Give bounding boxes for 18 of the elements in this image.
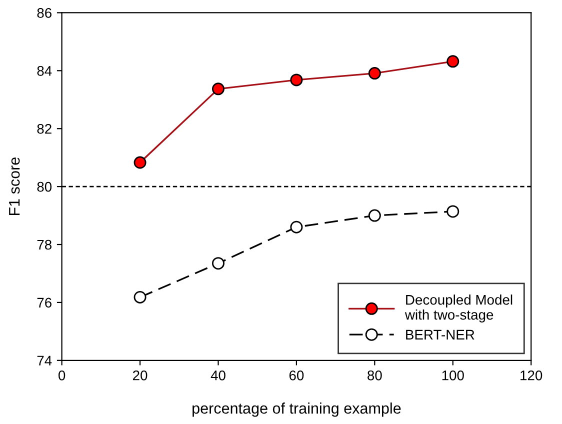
legend-label: BERT-NER: [406, 330, 474, 340]
y-axis-title: F1 score: [9, 158, 20, 216]
x-tick-label: 20: [133, 370, 148, 380]
y-tick-label: 86: [37, 8, 52, 18]
x-tick-label: 0: [58, 370, 66, 380]
x-axis-title: percentage of training example: [192, 402, 401, 417]
y-tick-label: 76: [37, 298, 52, 308]
y-tick-label: 80: [37, 182, 52, 192]
y-tick-label: 84: [37, 66, 52, 76]
x-tick-label: 80: [368, 370, 382, 380]
y-tick-label: 74: [37, 356, 52, 366]
x-tick-label: 40: [210, 370, 226, 380]
x-tick-label: 100: [442, 370, 464, 380]
y-tick-label: 82: [37, 124, 52, 134]
x-tick-label: 60: [289, 370, 304, 380]
legend-label: Decoupled Model with two-stage: [404, 294, 512, 322]
y-tick-label: 78: [37, 240, 52, 250]
x-tick-label: 120: [520, 370, 542, 380]
